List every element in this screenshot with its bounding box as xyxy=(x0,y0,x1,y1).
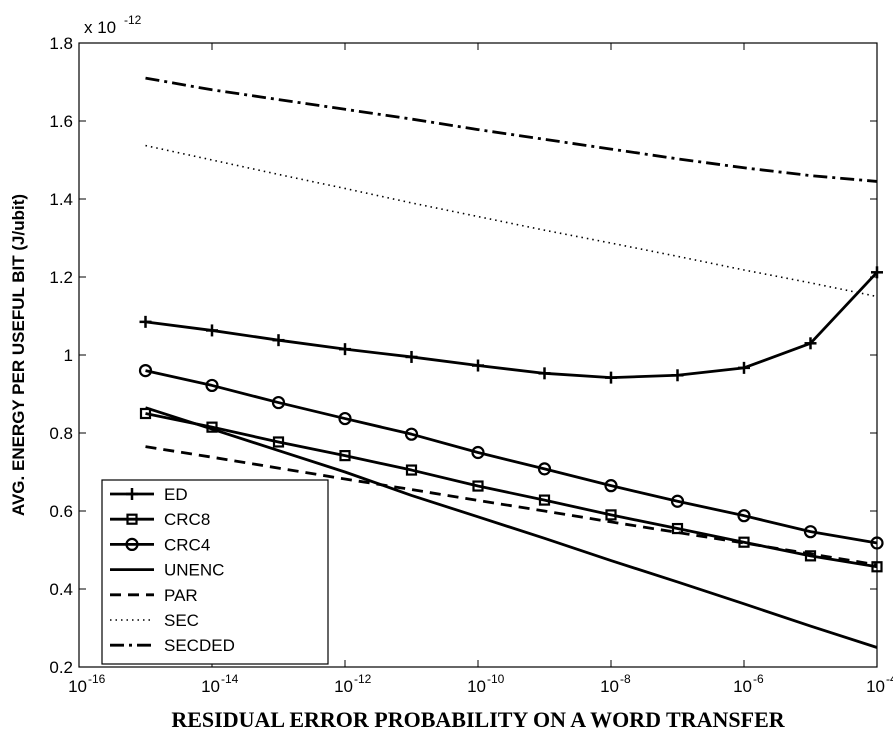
x-tick-label: 10 xyxy=(68,677,87,696)
square-marker xyxy=(804,550,817,562)
circle-marker xyxy=(737,509,751,523)
legend-label: SEC xyxy=(164,611,199,630)
plus-marker xyxy=(206,324,218,337)
x-tick-exponent: -4 xyxy=(886,672,893,686)
circle-marker xyxy=(404,427,419,441)
series-unenc xyxy=(145,406,878,649)
plus-marker xyxy=(472,359,484,372)
x-tick-exponent: -12 xyxy=(354,672,372,686)
legend-entry-crc4: CRC4 xyxy=(110,535,210,554)
plus-marker xyxy=(804,337,817,350)
square-marker xyxy=(671,522,684,535)
x-tick-exponent: -14 xyxy=(221,672,239,686)
x-tick-exponent: -6 xyxy=(753,672,764,686)
legend-entry-crc8: CRC8 xyxy=(110,510,210,529)
series-line xyxy=(145,445,878,567)
circle-marker xyxy=(125,537,139,552)
circle-marker xyxy=(271,395,286,410)
circle-marker xyxy=(138,364,153,378)
circle-marker xyxy=(205,378,219,393)
legend-entry-ed: ED xyxy=(110,485,188,504)
square-marker xyxy=(339,450,351,462)
circle-marker xyxy=(338,411,352,426)
axis-ticks: 0.20.40.60.811.21.41.61.810 -16 10 -14 10 -12… xyxy=(49,34,893,696)
circle-marker xyxy=(604,479,618,493)
x-tick-label: 10 xyxy=(467,677,486,696)
legend-label: UNENC xyxy=(164,561,224,580)
circle-marker xyxy=(803,525,818,539)
x-axis-label: RESIDUAL ERROR PROBABILITY ON A WORD TRA… xyxy=(171,707,785,732)
plus-marker xyxy=(139,315,152,328)
circle-marker xyxy=(537,462,552,476)
plus-marker xyxy=(272,334,285,347)
x-tick-exponent: -8 xyxy=(620,672,631,686)
x-tick-label: 10 xyxy=(201,677,220,696)
legend: ED CRC8 CRC4 UNENC PAR SEC SECDED xyxy=(101,479,329,665)
x-tick-label: 10 xyxy=(866,677,885,696)
y-multiplier-base: x 10 xyxy=(84,18,116,37)
y-tick-label: 1 xyxy=(64,346,73,365)
series-line xyxy=(145,144,878,298)
y-tick-label: 0.4 xyxy=(49,580,73,599)
square-marker xyxy=(405,464,418,476)
series-line xyxy=(145,76,878,183)
series-par xyxy=(145,445,878,567)
circle-marker xyxy=(670,494,685,508)
square-marker xyxy=(605,509,617,521)
square-marker xyxy=(472,480,484,492)
y-tick-label: 0.6 xyxy=(49,502,73,521)
x-tick-exponent: -16 xyxy=(88,672,106,686)
legend-label: CRC8 xyxy=(164,510,210,529)
legend-label: ED xyxy=(164,485,188,504)
y-tick-label: 1.4 xyxy=(49,190,73,209)
y-tick-label: 0.8 xyxy=(49,424,73,443)
x-tick-label: 10 xyxy=(600,677,619,696)
legend-entry-unenc: UNENC xyxy=(110,561,224,580)
series-secded xyxy=(145,76,878,183)
legend-label: SECDED xyxy=(164,636,235,655)
plus-marker xyxy=(339,343,351,356)
square-marker xyxy=(538,494,551,506)
legend-label: CRC4 xyxy=(164,535,210,554)
x-tick-exponent: -10 xyxy=(487,672,505,686)
legend-label: PAR xyxy=(164,586,198,605)
y-tick-label: 0.2 xyxy=(49,658,73,677)
y-multiplier-exponent: -12 xyxy=(124,13,142,27)
x-tick-label: 10 xyxy=(733,677,752,696)
series-line xyxy=(145,406,878,649)
plus-marker xyxy=(405,350,418,363)
y-tick-label: 1.8 xyxy=(49,34,73,53)
series-line xyxy=(145,369,878,545)
plus-marker xyxy=(738,361,750,374)
series-line xyxy=(145,271,879,380)
legend-entry-par: PAR xyxy=(110,586,198,605)
plus-marker xyxy=(538,367,551,380)
legend-entry-secded: SECDED xyxy=(110,636,235,655)
square-marker xyxy=(126,513,138,525)
plus-marker xyxy=(126,488,138,500)
square-marker xyxy=(272,436,285,448)
legend-box xyxy=(101,479,329,665)
circle-marker xyxy=(471,445,485,460)
y-tick-label: 1.2 xyxy=(49,268,73,287)
plus-marker xyxy=(605,371,617,384)
plus-marker xyxy=(671,369,684,382)
series-ed xyxy=(139,266,883,384)
x-tick-label: 10 xyxy=(334,677,353,696)
series-sec xyxy=(145,144,878,298)
series-layer xyxy=(138,76,884,649)
plot-frame xyxy=(78,42,878,668)
y-axis-label: AVG. ENERGY PER USEFUL BIT (J/ubit) xyxy=(9,194,28,516)
y-multiplier: x 10 -12 xyxy=(84,13,142,37)
legend-entry-sec: SEC xyxy=(110,611,199,630)
y-tick-label: 1.6 xyxy=(49,112,73,131)
